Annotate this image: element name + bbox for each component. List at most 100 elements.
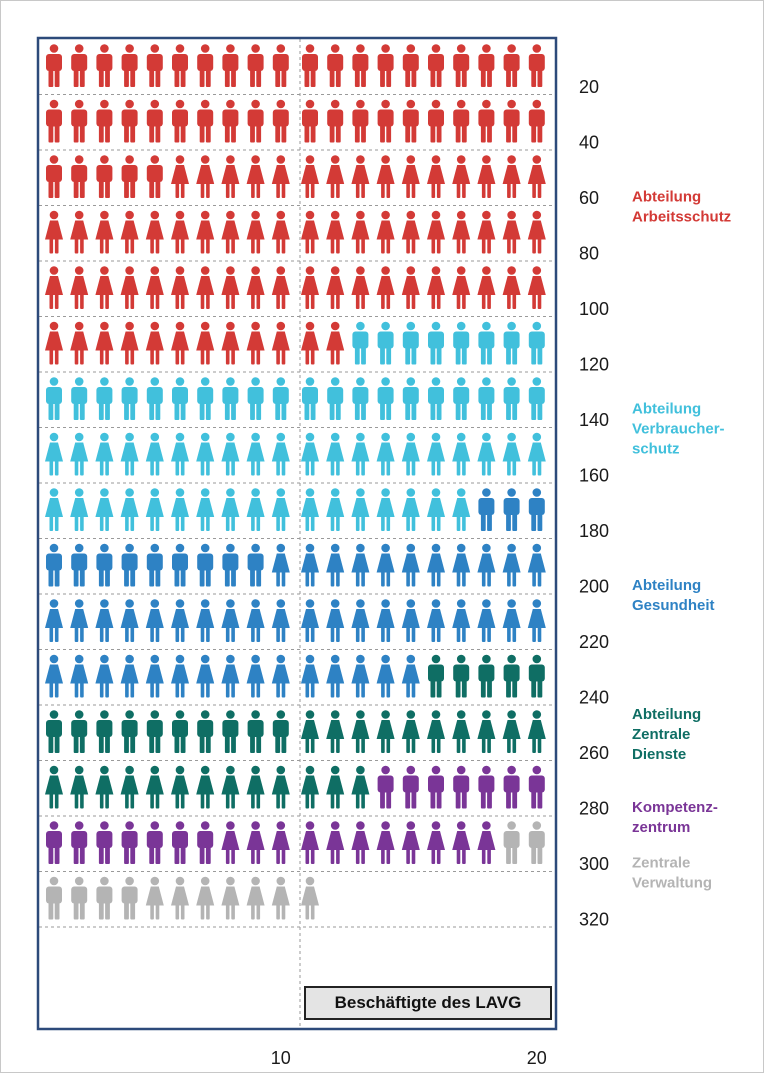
person-male-icon [96,377,113,420]
person-female-icon [351,266,370,309]
person-female-icon [45,654,63,698]
person-male-icon [46,44,62,87]
person-female-icon [221,432,240,476]
person-male-icon [222,543,239,587]
person-male-icon [121,99,138,143]
person-female-icon [477,155,496,198]
person-male-icon [247,99,264,143]
person-male-icon [377,99,394,143]
person-female-icon [326,266,345,309]
person-female-icon [376,432,395,476]
person-male-icon [71,99,88,143]
person-female-icon [246,321,265,365]
person-female-icon [502,432,521,476]
person-female-icon [196,155,215,198]
person-male-icon [197,99,214,143]
person-female-icon [452,488,471,531]
person-female-icon [502,599,521,642]
person-female-icon [401,432,420,476]
person-male-icon [478,377,495,420]
person-female-icon [246,821,265,864]
person-female-icon [326,432,345,476]
person-male-icon [478,99,495,143]
person-male-icon [146,377,163,420]
person-female-icon [171,599,189,642]
person-male-icon [222,99,239,143]
person-male-icon [402,321,419,365]
person-male-icon [352,377,369,420]
person-female-icon [301,266,319,309]
person-female-icon [351,654,370,698]
person-male-icon [503,821,520,864]
person-female-icon [70,321,89,365]
person-female-icon [427,543,445,587]
person-male-icon [453,377,470,420]
person-male-icon [478,488,495,531]
person-female-icon [527,710,546,753]
person-male-icon [121,155,138,198]
person-female-icon [271,821,290,864]
person-female-icon [271,876,290,920]
person-male-icon [197,821,214,864]
person-female-icon [301,155,319,198]
person-female-icon [145,266,164,309]
person-male-icon [197,44,214,87]
y-tick-label: 20 [579,77,599,97]
person-female-icon [301,488,319,531]
person-female-icon [427,266,445,309]
person-female-icon [221,488,240,531]
person-female-icon [527,210,546,254]
person-male-icon [71,543,88,587]
person-female-icon [452,155,471,198]
person-male-icon [146,710,163,753]
person-male-icon [146,44,163,87]
person-female-icon [145,210,164,254]
person-male-icon [402,99,419,143]
person-male-icon [46,377,62,420]
person-female-icon [196,876,215,920]
person-female-icon [427,488,445,531]
person-male-icon [377,765,394,809]
person-male-icon [302,99,318,143]
person-male-icon [402,765,419,809]
person-female-icon [452,210,471,254]
person-female-icon [401,210,420,254]
person-female-icon [45,432,63,476]
person-female-icon [376,488,395,531]
person-female-icon [477,266,496,309]
person-male-icon [402,44,419,87]
person-female-icon [502,710,521,753]
person-female-icon [70,432,89,476]
person-male-icon [172,377,188,420]
department-label: Abteilung [632,577,701,594]
person-female-icon [477,821,496,864]
person-female-icon [326,155,345,198]
person-female-icon [376,210,395,254]
person-female-icon [301,543,319,587]
person-male-icon [272,44,289,87]
person-male-icon [46,876,62,920]
person-male-icon [71,821,88,864]
person-male-icon [377,321,394,365]
person-male-icon [247,710,264,753]
person-female-icon [145,432,164,476]
person-female-icon [221,599,240,642]
person-female-icon [145,765,164,809]
person-male-icon [453,44,470,87]
person-female-icon [196,321,215,365]
person-female-icon [427,710,445,753]
person-male-icon [352,44,369,87]
person-female-icon [45,210,63,254]
person-male-icon [528,765,545,809]
person-male-icon [478,654,495,698]
person-female-icon [120,432,139,476]
person-female-icon [271,654,290,698]
y-tick-label: 100 [579,299,609,319]
person-female-icon [171,765,189,809]
person-male-icon [121,44,138,87]
person-male-icon [121,710,138,753]
person-male-icon [352,99,369,143]
person-female-icon [326,765,345,809]
person-male-icon [528,44,545,87]
person-female-icon [301,210,319,254]
